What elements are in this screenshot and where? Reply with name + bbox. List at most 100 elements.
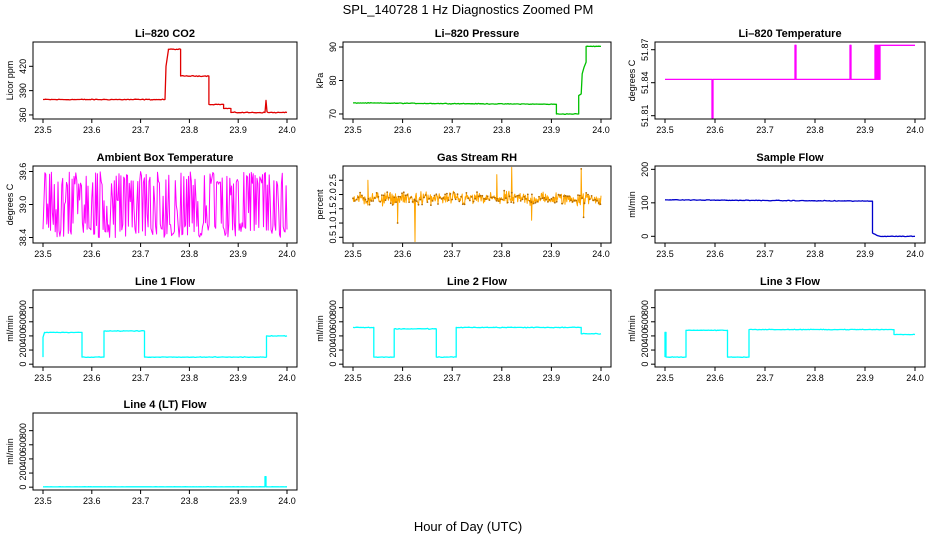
y-tick-label: 800 — [18, 423, 28, 438]
data-point — [481, 194, 484, 197]
data-point — [446, 192, 448, 195]
x-tick-label: 24.0 — [278, 125, 296, 135]
data-point — [370, 200, 373, 202]
series-line — [42, 475, 287, 488]
data-point — [386, 191, 389, 194]
data-point — [470, 196, 473, 198]
y-tick-label: 0 — [640, 234, 650, 239]
data-point — [497, 200, 500, 203]
x-tick-label: 23.6 — [83, 373, 101, 383]
data-point — [597, 202, 600, 204]
y-tick-label: 800 — [18, 300, 28, 315]
data-point — [587, 193, 589, 196]
data-point — [510, 191, 513, 194]
x-tick-label: 24.0 — [278, 373, 296, 383]
series-line — [353, 45, 602, 115]
plot-frame — [32, 41, 298, 120]
data-point — [442, 197, 445, 199]
y-axis-label: ml/min — [315, 315, 325, 342]
x-tick-label: 23.9 — [229, 373, 247, 383]
data-point — [467, 197, 469, 200]
plot-area — [42, 329, 288, 359]
data-point — [469, 199, 471, 202]
data-point — [391, 204, 394, 206]
data-point — [411, 201, 414, 203]
data-point — [456, 193, 459, 196]
y-tick-label: 51.87 — [640, 38, 650, 61]
data-point — [397, 195, 400, 198]
data-point — [501, 198, 504, 201]
x-tick-label: 24.0 — [592, 249, 610, 259]
data-point — [545, 198, 547, 201]
y-axis-label: ml/min — [627, 191, 637, 218]
series-line — [664, 198, 916, 238]
data-point — [516, 194, 519, 197]
data-point — [479, 194, 482, 197]
data-point — [377, 196, 380, 198]
data-point — [414, 199, 416, 202]
y-tick-label: 0 — [640, 362, 650, 367]
chart-title: Sample Flow — [756, 152, 824, 164]
data-point — [580, 168, 583, 170]
data-point — [435, 193, 438, 196]
data-point — [530, 201, 533, 204]
x-tick-label: 23.7 — [132, 373, 150, 383]
x-tick-label: 23.5 — [34, 496, 52, 506]
y-tick-label: 70 — [328, 109, 338, 119]
x-tick-label: 23.8 — [806, 249, 824, 259]
data-point — [534, 201, 537, 204]
data-point — [523, 195, 526, 198]
data-point — [536, 200, 539, 203]
y-tick-label: 400 — [328, 328, 338, 343]
data-point — [419, 198, 422, 201]
y-tick-label: 38.4 — [18, 229, 28, 247]
y-tick-label: 600 — [18, 314, 28, 329]
chart-title: Line 2 Flow — [447, 276, 507, 288]
x-tick-label: 23.6 — [394, 249, 412, 259]
data-point — [408, 201, 410, 204]
data-point — [389, 202, 392, 205]
x-tick-label: 23.7 — [443, 249, 461, 259]
data-point — [573, 199, 576, 202]
y-tick-label: 400 — [18, 328, 28, 343]
data-point — [506, 201, 509, 204]
x-tick-label: 23.5 — [34, 249, 52, 259]
y-axis-label: ml/min — [5, 315, 15, 342]
plot-frame — [342, 165, 612, 244]
plot-frame — [654, 289, 926, 368]
data-point — [568, 195, 570, 198]
data-point — [379, 200, 382, 203]
y-axis-label: degrees C — [627, 59, 637, 101]
x-tick-label: 24.0 — [906, 373, 924, 383]
data-point — [373, 197, 376, 199]
chart-line3: Line 3 Flow 23.5 23.6 23.7 23.8 23.9 24.0 0 2004… — [627, 276, 926, 383]
x-tick-label: 23.6 — [394, 373, 412, 383]
data-point — [437, 203, 439, 205]
y-tick-label: 51.81 — [640, 104, 650, 127]
data-point — [543, 197, 546, 199]
y-tick-label: 2.0 — [328, 188, 338, 201]
data-point — [433, 194, 436, 197]
x-tick-label: 23.5 — [34, 373, 52, 383]
chart-sample: Sample Flow 23.5 23.6 23.7 23.8 23.9 24.0 0 100 2… — [627, 152, 926, 259]
x-tick-label: 23.8 — [493, 125, 511, 135]
data-point — [594, 198, 596, 201]
x-tick-label: 24.0 — [906, 125, 924, 135]
series-line — [664, 328, 916, 359]
chart-title: Gas Stream RH — [437, 152, 517, 164]
data-point — [476, 191, 478, 194]
data-point — [367, 197, 370, 200]
x-tick-label: 23.9 — [856, 125, 874, 135]
chart-ambient: Ambient Box Temperature 23.5 23.6 23.7 23.8 2… — [5, 152, 298, 259]
data-point — [375, 192, 378, 194]
y-tick-label: 80 — [328, 75, 338, 85]
data-point — [472, 200, 475, 203]
y-tick-label: 600 — [640, 314, 650, 329]
data-point — [585, 192, 588, 194]
data-point — [453, 191, 455, 194]
data-point — [458, 200, 461, 203]
data-point — [577, 194, 579, 197]
series-line — [42, 171, 288, 238]
chart-title: Ambient Box Temperature — [97, 152, 234, 164]
data-point — [566, 195, 569, 198]
